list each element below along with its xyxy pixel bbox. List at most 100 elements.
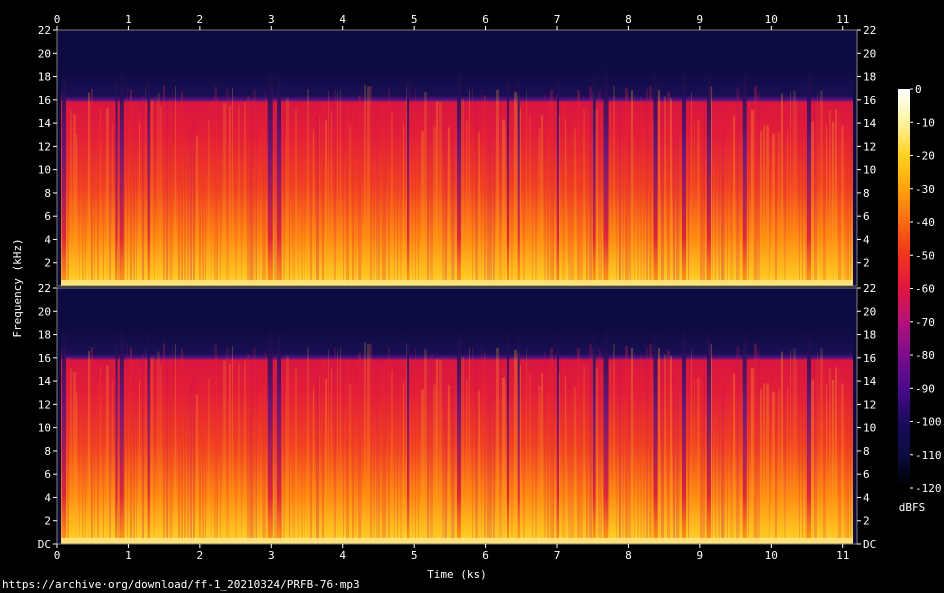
spectral-texture	[358, 353, 361, 542]
spectral-texture	[436, 359, 438, 542]
y-tick-label: 18	[38, 329, 51, 342]
spectral-texture	[748, 127, 749, 284]
spectral-texture	[379, 390, 380, 542]
spectral-texture	[499, 356, 502, 542]
quiet-gap	[603, 65, 609, 281]
spectral-texture	[316, 372, 319, 542]
spectral-texture	[763, 383, 765, 542]
spectral-texture	[622, 390, 624, 542]
spectral-texture	[430, 96, 433, 285]
y-tick-label: 12	[38, 398, 51, 411]
spectral-texture	[445, 372, 447, 542]
spectral-texture	[313, 128, 314, 284]
spectral-texture	[73, 372, 76, 542]
spectral-texture	[151, 99, 153, 284]
spectral-texture	[598, 89, 601, 284]
spectral-texture	[646, 89, 648, 284]
spectral-texture	[421, 389, 424, 542]
spectral-texture	[802, 373, 803, 542]
spectral-texture	[154, 96, 155, 285]
spectral-texture	[355, 364, 356, 542]
quiet-gap	[807, 65, 811, 281]
spectral-texture	[355, 106, 356, 285]
spectral-texture	[70, 110, 72, 284]
spectral-texture	[757, 350, 760, 542]
spectral-texture	[739, 348, 740, 542]
spectral-texture	[739, 90, 740, 285]
spectral-texture	[712, 90, 713, 284]
spectral-texture	[361, 124, 362, 284]
colorbar-tick-label: -20	[915, 150, 935, 163]
spectral-texture	[169, 98, 172, 285]
spectral-texture	[691, 92, 692, 284]
spectral-texture	[154, 354, 155, 542]
spectral-texture	[298, 114, 299, 284]
spectral-texture	[475, 105, 478, 284]
y-tick-label: 8	[44, 187, 51, 200]
spectral-texture	[76, 134, 77, 284]
spectral-texture	[397, 355, 398, 542]
spectrogram-channel-2	[56, 287, 858, 545]
spectral-texture	[433, 384, 436, 542]
spectral-texture	[427, 373, 429, 542]
spectral-texture	[577, 89, 580, 284]
spectral-texture	[163, 85, 165, 284]
spectral-texture	[322, 358, 324, 542]
spectral-texture	[103, 120, 104, 284]
spectral-texture	[331, 368, 332, 542]
spectral-texture	[847, 383, 849, 542]
spectral-texture	[601, 371, 602, 542]
spectral-texture	[382, 104, 385, 285]
y-tick-label: 12	[863, 140, 876, 153]
spectral-texture	[232, 87, 233, 284]
y-tick-label: 14	[863, 375, 877, 388]
quiet-gap	[603, 323, 609, 538]
spectral-texture	[67, 99, 69, 284]
spectral-texture	[388, 347, 390, 542]
spectral-texture	[526, 90, 527, 284]
spectral-texture	[367, 86, 370, 285]
quiet-gap	[592, 323, 596, 538]
colorbar-tick-label: -110	[915, 449, 942, 462]
spectral-texture	[649, 344, 652, 542]
spectral-texture	[91, 346, 93, 542]
quiet-gap	[147, 65, 150, 281]
y-tick-label: DC	[38, 538, 51, 551]
spectral-texture	[502, 377, 505, 542]
spectral-texture	[802, 115, 803, 284]
spectral-texture	[823, 368, 826, 542]
quiet-gap	[557, 65, 559, 281]
spectral-texture	[529, 115, 531, 284]
spectral-texture	[844, 131, 847, 284]
spectral-texture	[700, 122, 703, 284]
spectral-texture	[580, 127, 583, 284]
spectral-texture	[679, 394, 680, 542]
spectral-texture	[286, 355, 289, 542]
spectral-texture	[421, 131, 424, 284]
spectral-texture	[415, 347, 416, 542]
spectral-texture	[562, 100, 565, 284]
y-tick-label: 6	[44, 468, 51, 481]
quiet-gap	[507, 65, 509, 281]
spectral-texture	[538, 128, 541, 284]
y-tick-label: 18	[38, 71, 51, 84]
x-tick-label: 8	[625, 13, 632, 26]
spectral-texture	[151, 357, 153, 542]
spectral-texture	[370, 85, 372, 284]
spectral-texture	[178, 113, 180, 285]
spectral-texture	[610, 104, 611, 284]
spectral-texture	[79, 134, 80, 284]
y-tick-label: 10	[863, 164, 876, 177]
spectral-texture	[751, 110, 754, 284]
spectral-texture	[799, 112, 800, 284]
spectral-texture	[97, 382, 99, 542]
spectral-texture	[748, 385, 749, 542]
y-tick-label: 6	[863, 468, 870, 481]
y-tick-label: 2	[44, 515, 51, 528]
spectral-texture	[412, 374, 413, 542]
spectral-texture	[145, 347, 146, 542]
spectral-texture	[553, 118, 554, 284]
spectral-texture	[691, 350, 692, 542]
spectral-texture	[805, 393, 808, 542]
spectral-texture	[733, 115, 735, 285]
